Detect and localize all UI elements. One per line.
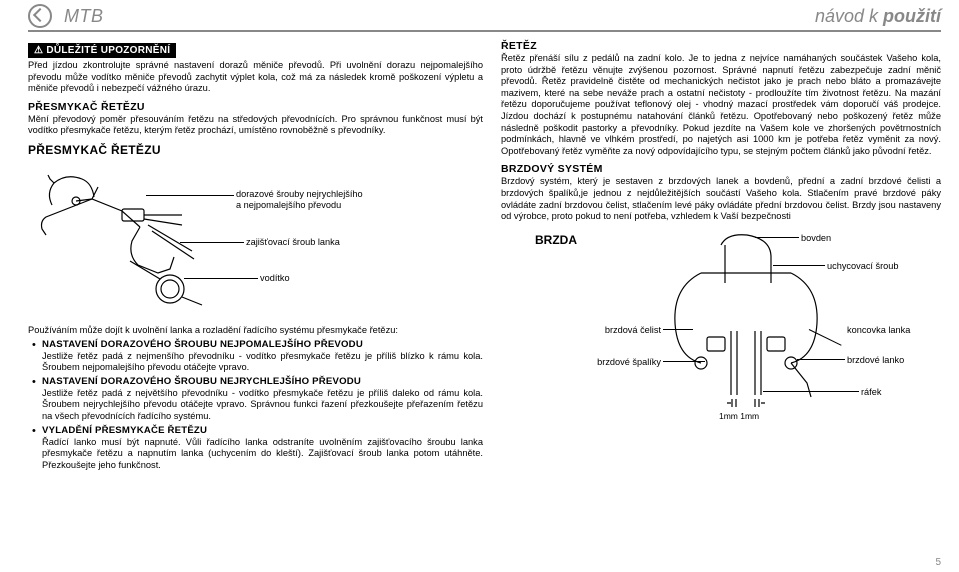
header-right-plain: návod k	[815, 6, 883, 26]
header-left: MTB	[28, 4, 104, 28]
section-chain-body: Řetěz přenáší sílu z pedálů na zadní kol…	[501, 53, 941, 157]
adjust-item-3-body: Řadící lanko musí být napnuté. Vůli řadí…	[42, 437, 483, 470]
callout-limit-screws: dorazové šrouby nejrychlejšího a nejpoma…	[236, 189, 363, 210]
section-brake-heading: BRZDOVÝ SYSTÉM	[501, 163, 941, 175]
adjust-item-3-title: VYLADĚNÍ PŘESMYKAČE ŘETĚZU	[42, 425, 207, 436]
label-brzdove-spaliky: brzdové špalíky	[597, 357, 661, 367]
label-brzdova-celist: brzdová čelist	[597, 325, 661, 335]
label-brzdove-lanko: brzdové lanko	[847, 355, 904, 365]
page-columns: DŮLEŽITÉ UPOZORNĚNÍ Před jízdou zkontrol…	[0, 32, 959, 471]
label-rafek: ráfek	[861, 387, 881, 397]
line-lanko	[797, 359, 845, 360]
label-bovden: bovden	[801, 233, 831, 243]
adjust-item-3: VYLADĚNÍ PŘESMYKAČE ŘETĚZU Řadící lanko …	[28, 425, 483, 472]
brand-logo-icon	[28, 4, 52, 28]
line-bovden	[755, 237, 799, 238]
derailleur-figure: PŘESMYKAČ ŘETĚZU	[28, 143, 483, 319]
label-uchycovaci-sroub: uchycovací šroub	[827, 261, 899, 271]
warning-banner: DŮLEŽITÉ UPOZORNĚNÍ	[28, 43, 176, 58]
callout-limit-screws-line1: dorazové šrouby nejrychlejšího	[236, 189, 363, 200]
adjust-intro: Používáním může dojít k uvolnění lanka a…	[28, 325, 483, 337]
adjust-item-1-body: Jestliže řetěz padá z nejmenšího převodn…	[42, 351, 483, 373]
callout-line-2	[180, 242, 244, 243]
page-number: 5	[935, 557, 941, 568]
line-uchyc	[773, 265, 825, 266]
label-koncovka-lanka: koncovka lanka	[847, 325, 910, 335]
section-chain-heading: ŘETĚZ	[501, 40, 941, 52]
callout-cable-bolt: zajišťovací šroub lanka	[246, 237, 340, 248]
line-celist	[663, 329, 693, 330]
line-spaliky	[663, 361, 705, 362]
adjust-item-2-title: NASTAVENÍ DORAZOVÉHO ŠROUBU NEJRYCHLEJŠÍ…	[42, 376, 361, 387]
adjust-item-2-body: Jestliže řetěz padá z největšího převodn…	[42, 388, 483, 421]
line-rafek	[763, 391, 859, 392]
adjust-item-2: NASTAVENÍ DORAZOVÉHO ŠROUBU NEJRYCHLEJŠÍ…	[28, 376, 483, 423]
section-derailleur-heading: PŘESMYKAČ ŘETĚZU	[28, 101, 483, 113]
label-1mm-1mm: 1mm 1mm	[719, 411, 759, 421]
left-column: DŮLEŽITÉ UPOZORNĚNÍ Před jízdou zkontrol…	[28, 40, 483, 471]
callout-limit-screws-line2: a nejpomalejšího převodu	[236, 200, 363, 211]
right-column: ŘETĚZ Řetěz přenáší sílu z pedálů na zad…	[501, 40, 941, 471]
warning-body: Před jízdou zkontrolujte správné nastave…	[28, 60, 483, 95]
header-right: návod k použití	[815, 6, 941, 27]
adjust-item-1-title: NASTAVENÍ DORAZOVÉHO ŠROUBU NEJPOMALEJŠÍ…	[42, 339, 363, 350]
section-derailleur-body: Mění převodový poměr přesouváním řetězu …	[28, 114, 483, 137]
page-header: MTB návod k použití	[0, 0, 959, 28]
derailleur-figure-title: PŘESMYKAČ ŘETĚZU	[28, 143, 483, 157]
section-brake-body: Brzdový systém, který je sestaven z brzd…	[501, 176, 941, 222]
header-right-bold: použití	[883, 6, 941, 26]
adjust-item-1: NASTAVENÍ DORAZOVÉHO ŠROUBU NEJPOMALEJŠÍ…	[28, 339, 483, 374]
header-title: MTB	[64, 6, 104, 27]
callout-guide: vodítko	[260, 273, 290, 284]
callout-line-3	[184, 278, 258, 279]
brake-figure: BRZDA	[501, 227, 931, 437]
derailleur-illustration	[32, 169, 222, 309]
callout-line-1	[146, 195, 234, 196]
